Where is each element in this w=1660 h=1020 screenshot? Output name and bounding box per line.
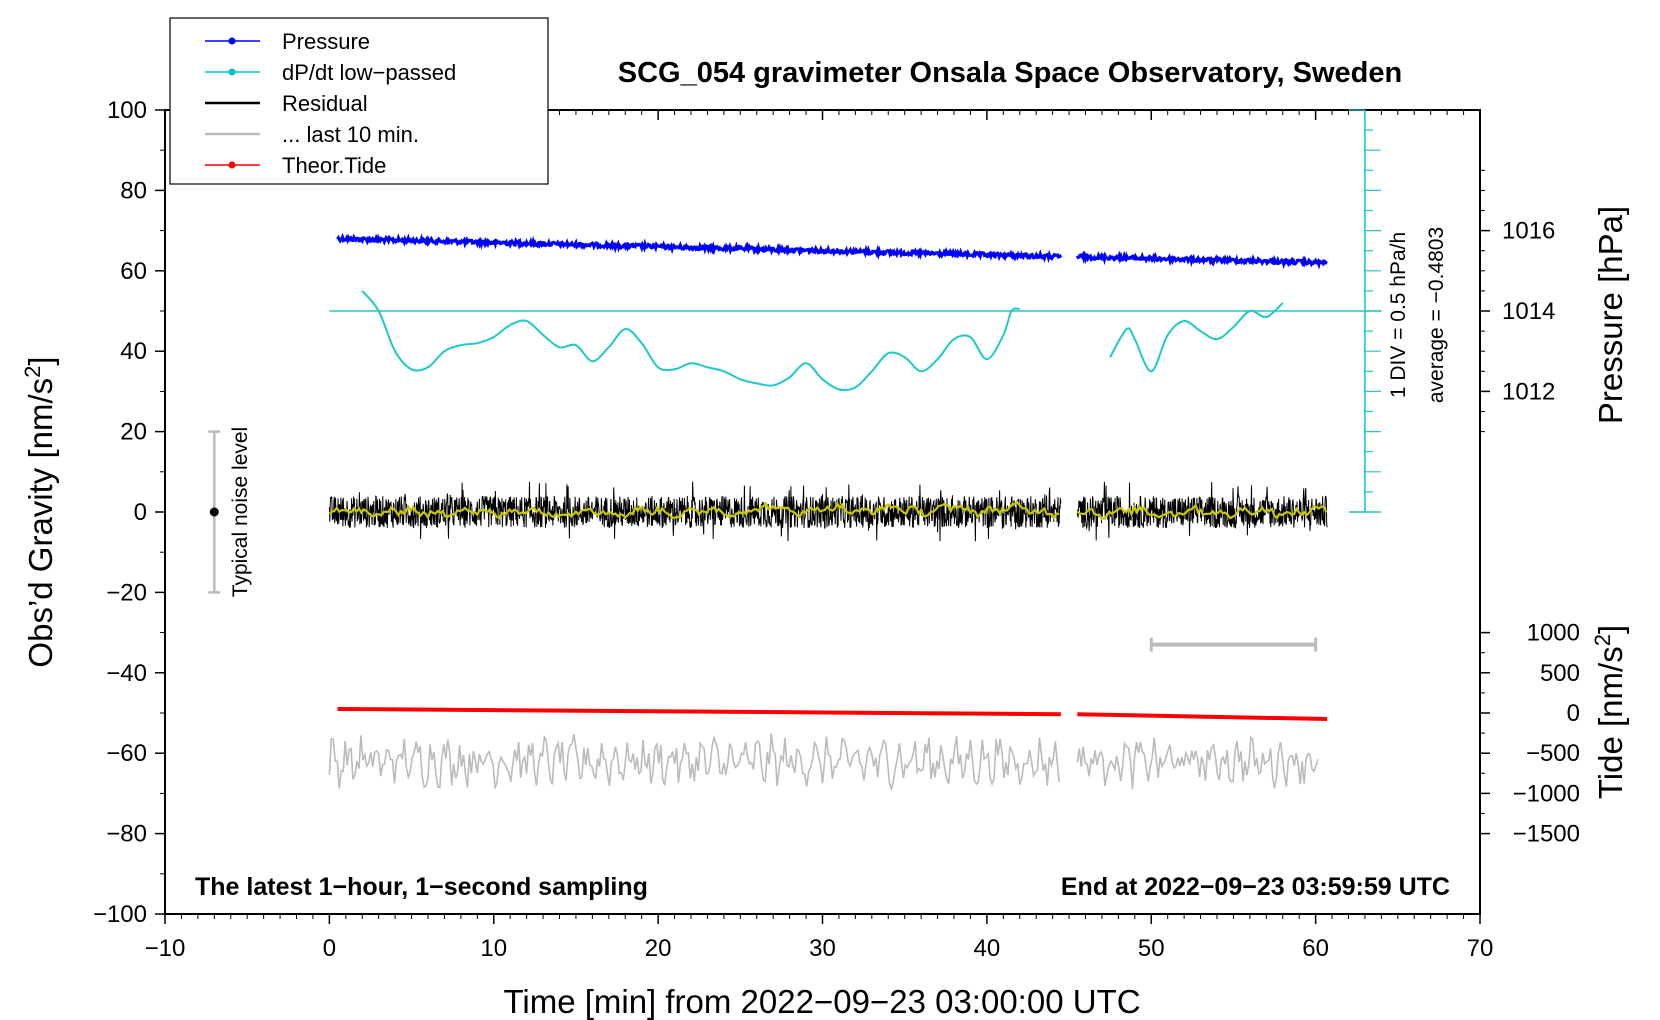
residual-smoothed-line: [1076, 502, 1328, 521]
dpdt-line-b: [1109, 302, 1284, 373]
legend-swatch-marker: [228, 37, 236, 45]
x-tick-label: −10: [145, 935, 186, 962]
tide-tick-label: 0: [1567, 700, 1580, 727]
y-tick-label: 0: [134, 499, 147, 526]
last-10-min-line: [328, 733, 1060, 792]
y-tick-label: 80: [120, 177, 147, 204]
tide-tick-label: 1000: [1527, 620, 1580, 647]
y-axis-title-pressure: Pressure [hPa]: [1592, 206, 1629, 424]
legend-entries: Pressure dP/dt low−passed Residual ... last…: [205, 29, 456, 178]
dpdt-line-a: [361, 290, 1021, 392]
note-sampling: The latest 1−hour, 1−second sampling: [195, 873, 648, 901]
legend-label: ... last 10 min.: [282, 122, 419, 147]
dpdt-average-note: average = −0.4803: [1425, 227, 1448, 403]
tide-tick-label: −500: [1526, 740, 1580, 767]
y-tick-label: 20: [120, 419, 147, 446]
x-tick-label: 40: [974, 935, 1001, 962]
y-tick-label: −20: [106, 579, 147, 606]
tide-line: [1077, 712, 1328, 722]
tide-line: [337, 706, 1061, 717]
last-10-min-line: [1076, 735, 1319, 789]
data-series: [208, 109, 1382, 792]
y-tick-label: −80: [106, 821, 147, 848]
noise-bar-center-dot: [209, 507, 219, 517]
pressure-tick-label: 1014: [1502, 298, 1555, 325]
legend-swatch-marker: [228, 161, 236, 169]
tide-tick-label: 500: [1540, 660, 1580, 687]
y-tick-label: 100: [107, 97, 147, 124]
y-tick-label: −100: [93, 901, 147, 928]
note-end-time: End at 2022−09−23 03:59:59 UTC: [1061, 873, 1450, 901]
pressure-tick-label: 1012: [1502, 378, 1555, 405]
x-tick-label: 60: [1302, 935, 1329, 962]
x-tick-label: 20: [645, 935, 672, 962]
x-tick-label: 10: [480, 935, 507, 962]
noise-level-label: Typical noise level: [229, 427, 252, 597]
y-axis-title-left: Obs’d Gravity [nm/s2]: [20, 356, 59, 667]
x-axis-title: Time [min] from 2022−09−23 03:00:00 UTC: [503, 983, 1140, 1020]
chart-title: SCG_054 gravimeter Onsala Space Observat…: [618, 57, 1402, 89]
pressure-tick-label: 1016: [1502, 218, 1555, 245]
dpdt-scale-note: 1 DIV = 0.5 hPa/h: [1387, 232, 1410, 398]
x-tick-label: 70: [1467, 935, 1494, 962]
y-tick-label: 60: [120, 258, 147, 285]
legend-label: Residual: [282, 91, 368, 116]
tick-labels: −10 0 10 20 30 40 50 60 70100806040200−20−40−60−…: [93, 97, 1580, 962]
y-axis-title-tide: Tide [nm/s2]: [1590, 625, 1629, 799]
tide-tick-label: −1000: [1513, 780, 1580, 807]
legend-label: dP/dt low−passed: [282, 60, 456, 85]
legend-swatch-marker: [228, 68, 236, 76]
y-tick-label: −60: [106, 740, 147, 767]
legend-box: [169, 17, 549, 185]
pressure-line: [336, 232, 1063, 264]
residual-smoothed-line: [328, 500, 1060, 520]
x-tick-label: 0: [323, 935, 336, 962]
y-tick-label: −40: [106, 660, 147, 687]
pressure-line: [1075, 250, 1328, 270]
x-tick-label: 50: [1138, 935, 1165, 962]
legend-label: Pressure: [282, 29, 370, 54]
x-tick-label: 30: [809, 935, 836, 962]
tide-tick-label: −1500: [1513, 821, 1580, 848]
legend: Pressure dP/dt low−passed Residual ... last…: [169, 17, 549, 185]
y-tick-label: 40: [120, 338, 147, 365]
legend-label: Theor.Tide: [282, 153, 386, 178]
